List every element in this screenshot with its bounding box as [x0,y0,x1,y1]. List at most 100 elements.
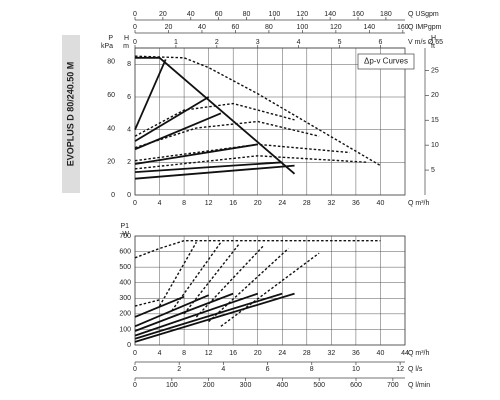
axis-label: P1 [120,223,129,230]
extra-tick-label: 500 [313,382,325,389]
x-tick-label: 4 [158,200,162,207]
annotation: Δp-v Curves [364,57,408,66]
extra-axis-label: Q l/min [408,382,430,389]
x-tick-label: 20 [254,200,262,207]
side-label: EVOPLUS D 80/240.50 M [65,62,75,167]
extra-tick-label: 2 [215,39,219,46]
extra-tick-label: 40 [198,24,206,31]
y2-tick-label: 20 [431,92,439,99]
curve [135,56,296,175]
curve [134,143,350,162]
plot-frame [134,235,406,346]
side-bar [62,35,80,193]
axis-label: W [122,231,129,238]
x-tick-label: 0 [133,200,137,207]
y-tick-label: 400 [119,280,131,287]
curve [134,155,369,170]
extra-tick-label: 60 [215,11,223,18]
curve [134,295,185,318]
extra-tick-label: 120 [296,11,308,18]
curve [134,239,381,259]
extra-tick-label: 140 [324,11,336,18]
y-tick-label: 2 [127,159,131,166]
x-tick-label: 4 [158,350,162,357]
y-tick-label: 100 [119,326,131,333]
x-axis-label: Q m³/h [408,200,429,207]
x-tick-label: 32 [327,200,335,207]
axis-label: P [108,35,113,42]
extra-tick-label: 180 [380,11,392,18]
x-axis-label: Q m³/h [408,350,429,357]
axis-label: H [124,35,129,42]
curve [134,102,295,137]
axis-label: m [123,43,129,50]
curve [134,292,259,337]
y-tick-label: 500 [119,264,131,271]
y2-tick-label: 5 [431,167,435,174]
curve [134,161,283,174]
curve [134,294,209,328]
extra-tick-label: 6 [379,39,383,46]
curve [134,292,234,332]
y-tick-label: 8 [127,61,131,68]
curve [134,55,381,167]
x-tick-label: 16 [229,350,237,357]
extra-tick-label: 12 [396,366,404,373]
extra-tick-label: 4 [297,39,301,46]
extra-tick-label: 120 [330,24,342,31]
extra-tick-label: 40 [187,11,195,18]
extra-tick-label: 5 [338,39,342,46]
y-tick-label: 300 [119,295,131,302]
x-tick-label: 8 [182,350,186,357]
x-tick-label: 12 [205,200,213,207]
extra-tick-label: 80 [265,24,273,31]
annotation-box [357,53,415,70]
curve [134,120,320,149]
curve [134,299,160,307]
extra-axis-label: Q USgpm [408,11,439,18]
extra-tick-label: 0 [133,382,137,389]
extra-tick-label: 100 [166,382,178,389]
x-tick-label: 36 [352,200,360,207]
axis-label: H [431,35,436,42]
extra-tick-label: 20 [159,11,167,18]
curve [208,247,289,323]
p-tick-label: 80 [107,59,115,66]
p-tick-label: 20 [107,159,115,166]
extra-tick-label: 160 [397,24,409,31]
x-tick-label: 32 [327,350,335,357]
extra-tick-label: 60 [232,24,240,31]
plot-frame [134,47,406,196]
curve [134,96,210,142]
extra-tick-label: 20 [165,24,173,31]
axis-label: ft [431,43,435,50]
extra-tick-label: 0 [133,39,137,46]
x-tick-label: 0 [133,350,137,357]
extra-tick-label: 160 [352,11,364,18]
extra-tick-label: 100 [269,11,281,18]
y-tick-label: 0 [127,342,131,349]
extra-tick-label: 100 [297,24,309,31]
extra-tick-label: 140 [364,24,376,31]
x-tick-label: 16 [229,200,237,207]
curve [220,252,320,327]
p-tick-label: 60 [107,92,115,99]
extra-tick-label: 0 [133,11,137,18]
extra-axis-label: V m/s Ø 65 [408,39,443,46]
y-tick-label: 6 [127,94,131,101]
extra-tick-label: 6 [266,366,270,373]
extra-tick-label: 10 [352,366,360,373]
extra-tick-label: 8 [310,366,314,373]
extra-tick-label: 1 [174,39,178,46]
x-tick-label: 12 [205,350,213,357]
extra-tick-label: 80 [243,11,251,18]
y2-tick-label: 25 [431,67,439,74]
x-tick-label: 8 [182,200,186,207]
y2-tick-label: 10 [431,142,439,149]
curve [158,241,197,307]
extra-tick-label: 0 [133,24,137,31]
y-tick-label: 200 [119,311,131,318]
x-tick-label: 24 [278,350,286,357]
curve [195,244,265,318]
y-tick-label: 4 [127,127,131,134]
